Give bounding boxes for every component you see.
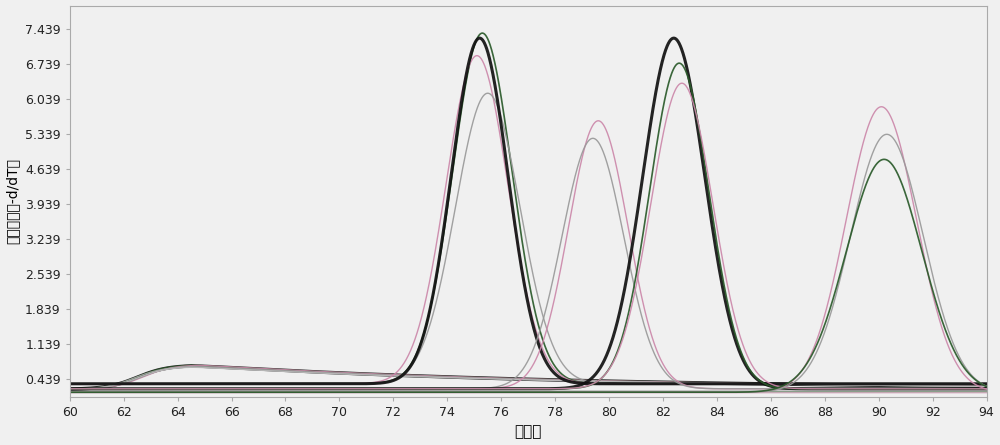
Y-axis label: 药光信号（-d/dT）: 药光信号（-d/dT） (6, 158, 20, 244)
X-axis label: 循环数: 循环数 (514, 425, 542, 440)
